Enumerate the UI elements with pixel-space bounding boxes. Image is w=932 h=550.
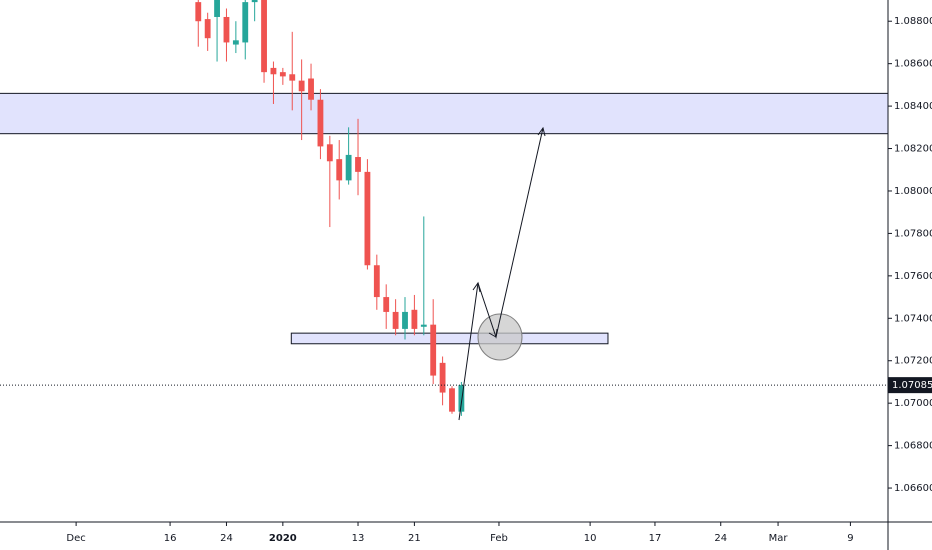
y-tick-label: 1.07400 [894,313,932,324]
x-tick-label: 16 [164,533,177,544]
candle-body [270,67,277,75]
candle-body [242,2,249,43]
candle-body [402,311,408,329]
candle-body [214,0,220,17]
candle-body [392,311,399,329]
x-tick-label: 17 [649,533,662,544]
y-tick-label: 1.07200 [894,356,932,367]
candle-body [336,159,343,181]
circle-marker [477,313,523,361]
candle-body [411,309,418,329]
candle-body [279,72,286,77]
y-tick-label: 1.08600 [894,59,932,70]
candle-body [420,324,427,327]
x-tick-label: Feb [490,533,508,544]
x-tick-label: 9 [847,533,853,544]
y-tick-label: 1.08400 [894,101,932,112]
x-tick-label: Dec [66,533,85,544]
x-tick-label: Mar [769,533,789,544]
y-tick-label: 1.08200 [894,144,932,155]
x-tick-label: 13 [352,533,365,544]
candle-body [345,154,352,181]
candle-body [383,297,390,312]
x-tick-label: 24 [220,533,233,544]
last-price-badge [888,377,932,394]
y-tick-label: 1.08000 [894,186,932,197]
candle-body [232,40,239,45]
candle-body [261,0,267,73]
arrow-head [488,328,498,338]
zone [0,92,889,135]
y-tick-label: 1.06600 [894,483,932,494]
candle-body [251,0,258,3]
x-tick-label: 2020 [269,533,297,544]
candle-body [204,19,211,39]
arrow-head [472,281,481,293]
candle-body [317,99,324,147]
y-tick-label: 1.07000 [894,398,932,409]
candle-body [430,324,437,376]
y-tick-label: 1.08800 [894,16,932,27]
zones [0,92,889,345]
y-tick-label: 1.07800 [894,228,932,239]
candle-body [289,74,296,81]
projection-path [458,127,544,421]
x-tick-label: 10 [584,533,597,544]
last-price-label: 1.07085 [892,380,932,391]
candle-body [364,171,371,266]
candle-body [195,2,202,22]
candle-body [449,388,455,412]
candle-body [326,144,333,162]
arrow-head [537,126,546,137]
drawing [458,126,546,421]
zone [290,332,609,345]
candle-body [223,16,230,43]
y-tick-label: 1.07600 [894,271,932,282]
x-tick-label: 21 [408,533,421,544]
candle-body [439,362,446,393]
candle-body [308,78,314,100]
x-tick-label: 24 [714,533,727,544]
candles [195,0,465,416]
candle-body [458,385,465,412]
y-tick-label: 1.06800 [894,441,932,452]
candle-body [298,80,305,92]
candle-body [373,265,380,298]
candle-body [355,157,361,172]
